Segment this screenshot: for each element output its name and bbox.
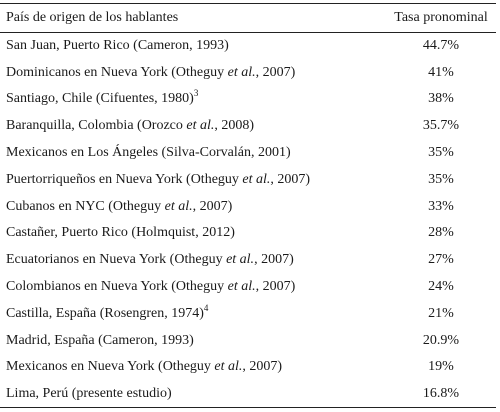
place-cell: Puertorriqueños en Nueva York (Otheguy e… (0, 166, 386, 193)
rate-cell: 19% (428, 359, 454, 375)
table-row: San Juan, Puerto Rico (Cameron, 1993) 44.… (0, 33, 496, 60)
place-cell: Castilla, España (Rosengren, 1974)4 (0, 300, 386, 327)
rate-cell: 35.7% (422, 118, 460, 134)
rate-cell: 20.9% (422, 332, 460, 348)
text: Colombianos en Nueva York (Otheguy (6, 279, 228, 295)
footnote-mark: 4 (203, 302, 209, 313)
text: , 2007) (192, 198, 233, 214)
rate-cell: 44.7% (422, 38, 460, 54)
italic-text: et al. (164, 198, 193, 214)
text: Mexicanos en Nueva York (Otheguy (6, 359, 215, 375)
place-cell: Mexicanos en Nueva York (Otheguy et al.,… (0, 354, 386, 381)
place-cell: Lima, Perú (presente estudio) (0, 381, 386, 408)
rate-cell: 28% (428, 225, 454, 241)
table-row: Lima, Perú (presente estudio) 16.8% (0, 381, 496, 408)
rate-cell: 35% (428, 145, 454, 161)
rate-cell: 27% (428, 252, 454, 268)
text: Cubanos en NYC (Otheguy (6, 198, 165, 214)
text: Castañer, Puerto Rico (Holmquist, 2012) (6, 225, 235, 241)
text: Ecuatorianos en Nueva York (Otheguy (6, 252, 227, 268)
italic-text: et al. (227, 64, 256, 80)
text: Dominicanos en Nueva York (Otheguy (6, 64, 228, 80)
text: Santiago, Chile (Cifuentes, 1980) (6, 91, 194, 107)
table-row: Puertorriqueños en Nueva York (Otheguy e… (0, 166, 496, 193)
text: , 2008) (214, 118, 255, 134)
table-header: País de origen de los hablantes Tasa pro… (0, 3, 496, 33)
rate-cell: 35% (428, 171, 454, 187)
header-cell: País de origen de los hablantes (6, 10, 179, 25)
place-cell: Baranquilla, Colombia (Orozco et al., 20… (0, 113, 386, 140)
rate-cell: 41% (428, 64, 454, 80)
place-cell: Castañer, Puerto Rico (Holmquist, 2012) (0, 220, 386, 247)
text: Mexicanos en Los Ángeles (Silva-Corvalán… (6, 145, 291, 161)
table-row: Castañer, Puerto Rico (Holmquist, 2012) 2… (0, 220, 496, 247)
table-row: Castilla, España (Rosengren, 1974)4 21% (0, 300, 496, 327)
header-row: País de origen de los hablantes Tasa pro… (0, 3, 496, 33)
footnote-mark: 3 (193, 88, 199, 99)
table-row: Madrid, España (Cameron, 1993) 20.9% (0, 327, 496, 354)
place-cell: Mexicanos en Los Ángeles (Silva-Corvalán… (0, 140, 386, 167)
table-body: San Juan, Puerto Rico (Cameron, 1993) 44.… (0, 33, 496, 408)
italic-text: et al. (214, 359, 243, 375)
place-cell: Ecuatorianos en Nueva York (Otheguy et a… (0, 247, 386, 274)
table-row: Colombianos en Nueva York (Otheguy et al… (0, 274, 496, 301)
text: , 2007) (254, 252, 294, 268)
text: , 2007) (270, 171, 311, 187)
text: Baranquilla, Colombia (Orozco (6, 118, 187, 134)
italic-text: et al. (226, 252, 255, 268)
text: Lima, Perú (presente estudio) (6, 386, 172, 401)
text: , 2007) (255, 279, 296, 295)
place-cell: Colombianos en Nueva York (Otheguy et al… (0, 274, 386, 301)
table-row: Cubanos en NYC (Otheguy et al., 2007) 33% (0, 193, 496, 220)
rate-cell: 33% (428, 198, 454, 214)
text: Madrid, España (Cameron, 1993) (6, 332, 194, 348)
header-cell: Tasa pronominal (394, 10, 488, 25)
italic-text: et al. (242, 171, 271, 187)
text: , 2007) (255, 64, 296, 80)
place-cell: Santiago, Chile (Cifuentes, 1980)3 (0, 86, 386, 113)
text: Puertorriqueños en Nueva York (Otheguy (6, 171, 243, 187)
data-table: País de origen de los hablantes Tasa pro… (0, 3, 496, 408)
italic-text: et al. (227, 279, 256, 295)
place-cell: Dominicanos en Nueva York (Otheguy et al… (0, 59, 386, 86)
text: , 2007) (242, 359, 283, 375)
text: San Juan, Puerto Rico (Cameron, 1993) (6, 38, 229, 54)
table-row: Ecuatorianos en Nueva York (Otheguy et a… (0, 247, 496, 274)
table-row: Mexicanos en Nueva York (Otheguy et al.,… (0, 354, 496, 381)
table-row: Mexicanos en Los Ángeles (Silva-Corvalán… (0, 140, 496, 167)
rate-cell: 24% (428, 279, 454, 295)
rate-cell: 16.8% (422, 386, 460, 401)
place-cell: Cubanos en NYC (Otheguy et al., 2007) (0, 193, 386, 220)
place-cell: Madrid, España (Cameron, 1993) (0, 327, 386, 354)
rate-cell: 21% (428, 305, 454, 321)
table-row: Dominicanos en Nueva York (Otheguy et al… (0, 59, 496, 86)
place-cell: San Juan, Puerto Rico (Cameron, 1993) (0, 33, 386, 60)
text: Castilla, España (Rosengren, 1974) (6, 305, 204, 321)
table-row: Baranquilla, Colombia (Orozco et al., 20… (0, 113, 496, 140)
table-row: Santiago, Chile (Cifuentes, 1980)3 38% (0, 86, 496, 113)
rate-cell: 38% (428, 91, 454, 107)
italic-text: et al. (186, 118, 215, 134)
